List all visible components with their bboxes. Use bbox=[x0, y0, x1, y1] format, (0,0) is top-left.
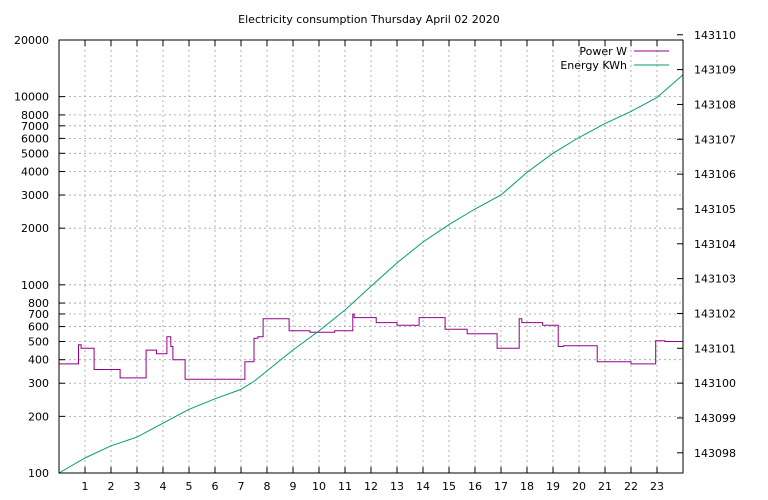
x-tick-label: 15 bbox=[442, 480, 456, 493]
y-left-tick-label: 600 bbox=[28, 321, 49, 334]
y-right-tick-label: 143102 bbox=[694, 307, 736, 320]
x-tick-label: 7 bbox=[238, 480, 245, 493]
y-right-tick-label: 143104 bbox=[694, 238, 736, 251]
y-left-tick-label: 800 bbox=[28, 297, 49, 310]
chart-title: Electricity consumption Thursday April 0… bbox=[238, 13, 500, 26]
x-tick-label: 8 bbox=[264, 480, 271, 493]
y-left-tick-label: 1000 bbox=[21, 279, 49, 292]
series-line-energy bbox=[58, 74, 684, 474]
y-left-tick-label: 8000 bbox=[21, 109, 49, 122]
x-tick-label: 6 bbox=[212, 480, 219, 493]
y-left-tick-label: 200 bbox=[28, 410, 49, 423]
grid-layer bbox=[59, 40, 683, 473]
series-layer bbox=[58, 74, 684, 474]
y-right-tick-label: 143099 bbox=[694, 412, 736, 425]
legend-label: Energy KWh bbox=[560, 59, 627, 72]
x-tick-label: 11 bbox=[338, 480, 352, 493]
x-tick-label: 23 bbox=[650, 480, 664, 493]
y-left-tick-label: 100 bbox=[28, 467, 49, 480]
x-tick-label: 5 bbox=[186, 480, 193, 493]
axis-layer: 1 2 3 4 5 6 7 8 9 10 11 12 13 14 15 16 17 18 19 20 21 22 23100… bbox=[14, 29, 736, 493]
y-right-tick-label: 143105 bbox=[694, 203, 736, 216]
y-left-tick-label: 10000 bbox=[14, 91, 49, 104]
x-tick-label: 12 bbox=[364, 480, 378, 493]
x-tick-label: 13 bbox=[390, 480, 404, 493]
y-right-tick-label: 143100 bbox=[694, 377, 736, 390]
x-tick-label: 4 bbox=[160, 480, 167, 493]
y-right-tick-label: 143109 bbox=[694, 64, 736, 77]
y-left-tick-label: 7000 bbox=[21, 120, 49, 133]
y-left-tick-label: 400 bbox=[28, 354, 49, 367]
y-left-tick-label: 300 bbox=[28, 377, 49, 390]
x-tick-label: 17 bbox=[494, 480, 508, 493]
y-left-tick-label: 3000 bbox=[21, 189, 49, 202]
y-left-tick-label: 5000 bbox=[21, 147, 49, 160]
x-tick-label: 21 bbox=[598, 480, 612, 493]
x-tick-label: 16 bbox=[468, 480, 482, 493]
x-tick-label: 9 bbox=[290, 480, 297, 493]
x-tick-label: 1 bbox=[82, 480, 89, 493]
x-tick-label: 3 bbox=[134, 480, 141, 493]
y-right-tick-label: 143107 bbox=[694, 133, 736, 146]
x-tick-label: 18 bbox=[520, 480, 534, 493]
y-right-tick-label: 143098 bbox=[694, 447, 736, 460]
y-left-tick-label: 4000 bbox=[21, 166, 49, 179]
y-right-tick-label: 143106 bbox=[694, 168, 736, 181]
x-tick-label: 22 bbox=[624, 480, 638, 493]
y-left-tick-label: 500 bbox=[28, 335, 49, 348]
y-right-tick-label: 143101 bbox=[694, 342, 736, 355]
y-right-tick-label: 143103 bbox=[694, 273, 736, 286]
series-line-power bbox=[59, 313, 683, 380]
x-tick-label: 2 bbox=[108, 480, 115, 493]
y-left-tick-label: 700 bbox=[28, 308, 49, 321]
x-tick-label: 20 bbox=[572, 480, 586, 493]
legend-label: Power W bbox=[579, 45, 627, 58]
y-right-tick-label: 143108 bbox=[694, 98, 736, 111]
y-left-tick-label: 2000 bbox=[21, 222, 49, 235]
x-tick-label: 14 bbox=[416, 480, 430, 493]
y-left-tick-label: 20000 bbox=[14, 34, 49, 47]
y-right-tick-label: 143110 bbox=[694, 29, 736, 42]
x-tick-label: 10 bbox=[312, 480, 326, 493]
x-tick-label: 19 bbox=[546, 480, 560, 493]
y-left-tick-label: 6000 bbox=[21, 132, 49, 145]
